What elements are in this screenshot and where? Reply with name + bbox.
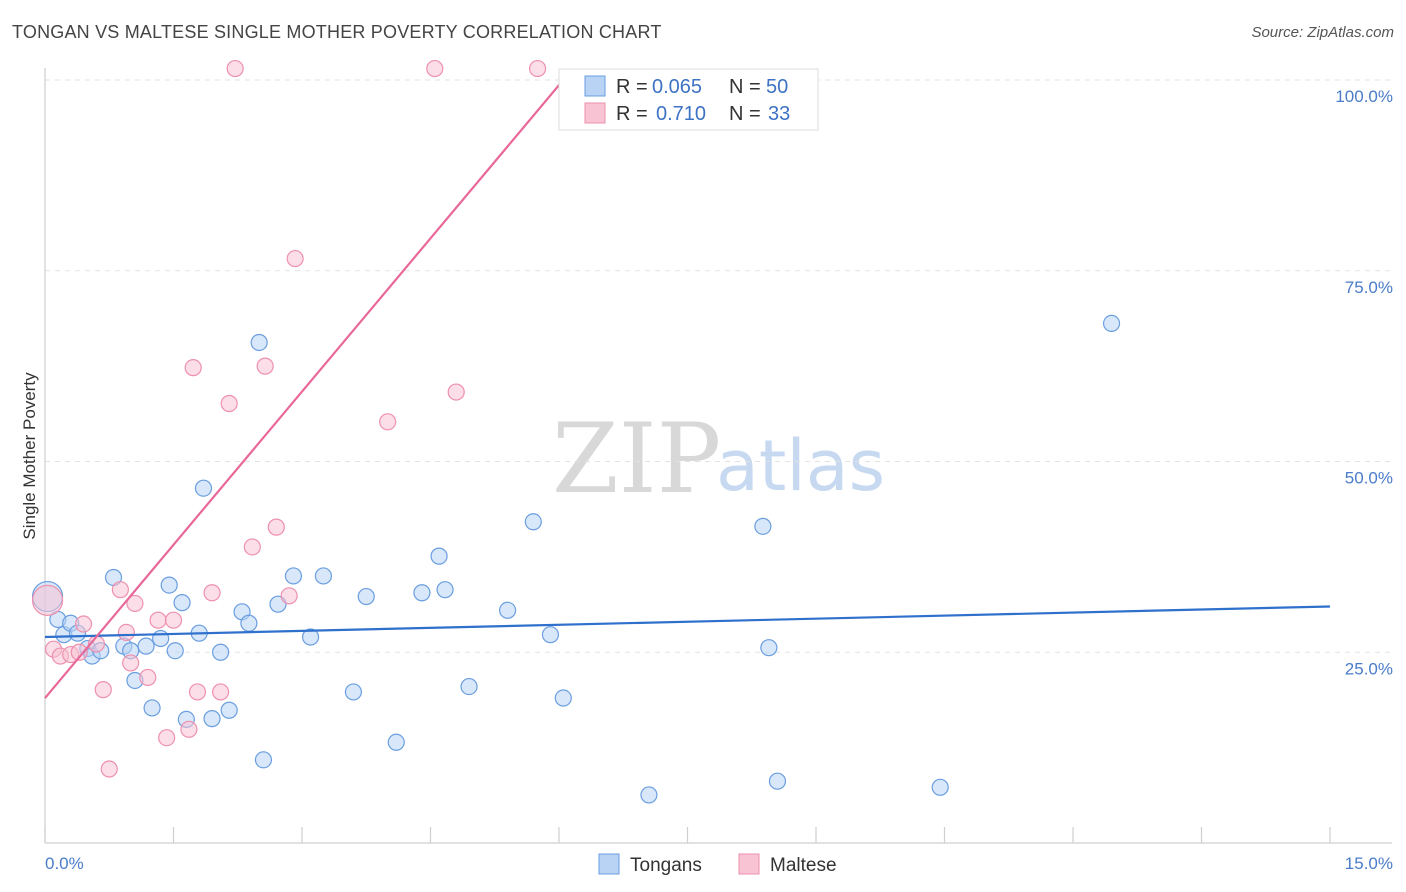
maltese-point <box>111 581 129 599</box>
tongans-point <box>931 778 949 796</box>
bottom-legend-swatch-maltese <box>738 853 760 875</box>
maltese-point <box>31 584 64 616</box>
tongans-point <box>387 733 405 751</box>
x-tick-label: 0.0% <box>45 854 84 873</box>
maltese-point <box>117 623 135 642</box>
tongans-point <box>430 547 448 565</box>
legend-r-value-tongans: 0.065 <box>652 76 702 98</box>
maltese-trend-line <box>44 79 565 699</box>
maltese-point <box>122 654 140 672</box>
tongans-point <box>301 628 320 646</box>
legend-n-label-tongans: N = <box>729 76 761 98</box>
tongans-point <box>194 479 213 497</box>
maltese-point <box>447 383 465 401</box>
watermark-atlas: atlas <box>716 425 885 507</box>
tongans-point <box>524 513 542 531</box>
tongans-point <box>220 701 238 719</box>
bottom-legend: Tongans Maltese <box>598 853 837 876</box>
maltese-point <box>226 59 244 78</box>
legend-swatch-tongans <box>584 75 606 97</box>
watermark-zip: ZIP <box>552 403 721 515</box>
maltese-point <box>100 760 118 778</box>
y-tick-label: 75.0% <box>1345 278 1393 297</box>
maltese-point <box>286 249 304 268</box>
maltese-point <box>188 683 207 701</box>
maltese-point <box>164 611 183 629</box>
maltese-point <box>139 668 157 687</box>
legend-n-value-maltese: 33 <box>768 103 790 125</box>
maltese-point <box>280 587 298 605</box>
chart-title: TONGAN VS MALTESE SINGLE MOTHER POVERTY … <box>12 22 662 42</box>
maltese-point <box>158 729 176 747</box>
tongans-point <box>541 626 560 644</box>
maltese-point <box>126 594 144 613</box>
tongans-point <box>143 699 161 717</box>
tongans-trend-line <box>44 605 1331 639</box>
legend-n-label-maltese: N = <box>729 103 761 125</box>
y-tick-label: 25.0% <box>1345 659 1393 678</box>
axes <box>44 68 1392 844</box>
maltese-point <box>243 538 261 556</box>
tongans-point <box>284 567 303 585</box>
tongans-point <box>254 751 273 769</box>
tongans-point <box>768 772 787 790</box>
legend-r-label-maltese: R = <box>616 103 648 125</box>
tongans-point <box>240 614 258 632</box>
tongans-point <box>554 689 572 707</box>
maltese-point <box>212 683 230 701</box>
tongans-point <box>357 587 375 606</box>
trend-lines <box>44 79 1331 699</box>
legend-r-value-maltese: 0.710 <box>656 103 706 125</box>
y-tick-labels: 25.0% 50.0% 75.0% 100.0% <box>1335 87 1393 678</box>
maltese-point <box>70 643 88 661</box>
maltese-point <box>267 518 285 536</box>
maltese-point <box>74 615 93 633</box>
tongans-point <box>152 629 170 648</box>
bottom-legend-swatch-tongans <box>598 853 620 875</box>
maltese-point <box>379 413 397 431</box>
tongans-point <box>640 786 658 804</box>
tongans-point <box>203 710 221 728</box>
tongans-point <box>499 601 517 619</box>
tongans-point <box>173 594 191 612</box>
tongans-point <box>137 637 155 655</box>
tongans-point <box>754 517 772 535</box>
tongans-point <box>460 677 478 696</box>
legend-swatch-maltese <box>584 102 606 124</box>
y-tick-label: 100.0% <box>1335 87 1393 106</box>
maltese-point <box>203 584 221 602</box>
tongans-point <box>760 639 778 657</box>
x-tick-labels: 0.0% 15.0% <box>45 854 1393 873</box>
series-tongans <box>31 314 1121 804</box>
maltese-point <box>220 394 238 413</box>
maltese-point <box>149 611 167 629</box>
y-axis-title: Single Mother Poverty <box>20 372 39 540</box>
maltese-point <box>528 59 547 78</box>
maltese-point <box>426 59 444 78</box>
maltese-point <box>94 681 112 699</box>
tongans-point <box>212 643 230 661</box>
legend-r-label-tongans: R = <box>616 76 648 98</box>
tongans-point <box>250 333 268 352</box>
tongans-point <box>160 576 178 594</box>
gridlines <box>45 79 1392 653</box>
source-label: Source: ZipAtlas.com <box>1251 24 1394 41</box>
stat-legend: R = 0.065 N = 50 R = 0.710 N = 33 <box>558 68 819 131</box>
tongans-point <box>1102 314 1121 332</box>
tongans-point <box>344 683 362 701</box>
x-tick-label: 15.0% <box>1345 854 1393 873</box>
series-maltese <box>31 59 547 778</box>
tongans-point <box>166 642 184 660</box>
tongans-point <box>314 567 333 585</box>
legend-n-value-tongans: 50 <box>766 76 788 98</box>
tongans-point <box>413 584 431 602</box>
y-tick-label: 50.0% <box>1345 469 1393 488</box>
maltese-point <box>256 357 274 375</box>
maltese-point <box>180 720 198 738</box>
maltese-point <box>184 359 202 377</box>
tongans-point <box>436 581 454 599</box>
bottom-legend-label-tongans: Tongans <box>630 855 702 876</box>
bottom-legend-label-maltese: Maltese <box>770 855 837 876</box>
